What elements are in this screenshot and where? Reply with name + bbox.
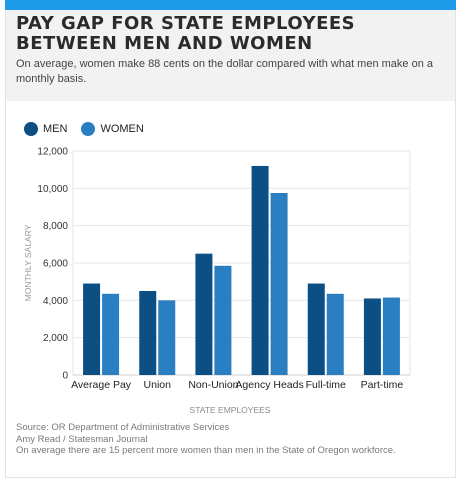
tick-labels: 0 2,000 4,000 6,000 8,000 10,000 12,000 Average… [37, 147, 403, 392]
bars [83, 165, 400, 375]
bar-women-2 [214, 265, 232, 375]
chart-footer: Source: OR Department of Administrative … [16, 422, 446, 457]
bar-men-5 [363, 298, 381, 375]
credit-note: Amy Read / Statesman Journal [16, 433, 148, 445]
chart-legend: MEN WOMEN [24, 121, 158, 137]
bar-chart: 0 2,000 4,000 6,000 8,000 10,000 12,000 Average… [23, 147, 411, 415]
x-axis-label: STATE EMPLOYEES [190, 405, 271, 415]
x-tick-label: Full-time [306, 379, 346, 391]
legend-item-women: WOMEN [81, 122, 144, 136]
grid-lines [72, 150, 411, 376]
x-tick-label: Part-time [361, 379, 404, 391]
accent-bar [5, 0, 456, 10]
y-tick-label: 2,000 [43, 333, 68, 344]
bar-women-5 [382, 297, 400, 375]
legend-swatch-men [24, 122, 38, 136]
footnote: On average there are 15 percent more wom… [16, 445, 396, 456]
legend-label-men: MEN [43, 123, 68, 135]
bar-women-1 [158, 300, 176, 375]
bar-men-0 [83, 283, 101, 375]
y-tick-label: 6,000 [43, 259, 68, 270]
legend-swatch-women [81, 122, 96, 136]
source-note: Source: OR Department of Administrative … [16, 422, 230, 433]
bar-men-4 [307, 283, 325, 375]
bar-men-3 [251, 165, 269, 375]
y-tick-label: 0 [62, 371, 68, 382]
bar-men-2 [195, 253, 213, 375]
legend-label-women: WOMEN [100, 123, 144, 135]
bar-women-3 [270, 193, 288, 375]
x-tick-label: Union [144, 379, 172, 391]
legend-item-men: MEN [24, 122, 67, 136]
bar-women-0 [102, 293, 120, 375]
header-panel [6, 10, 455, 101]
bar-men-1 [139, 291, 157, 375]
bar-women-4 [326, 293, 344, 375]
x-tick-label: Agency Heads [235, 379, 303, 391]
x-tick-label: Non-Union [188, 379, 238, 391]
y-tick-label: 10,000 [37, 184, 68, 195]
y-tick-label: 12,000 [37, 147, 68, 158]
y-axis-label: MONTHLY SALARY [23, 224, 33, 301]
y-tick-label: 4,000 [43, 296, 68, 307]
page-title: PAY GAP FOR STATE EMPLOYEES BETWEEN MEN … [16, 13, 356, 54]
page-subtitle: On average, women make 88 cents on the d… [16, 58, 434, 85]
x-tick-label: Average Pay [71, 379, 132, 391]
y-tick-label: 8,000 [43, 221, 68, 232]
